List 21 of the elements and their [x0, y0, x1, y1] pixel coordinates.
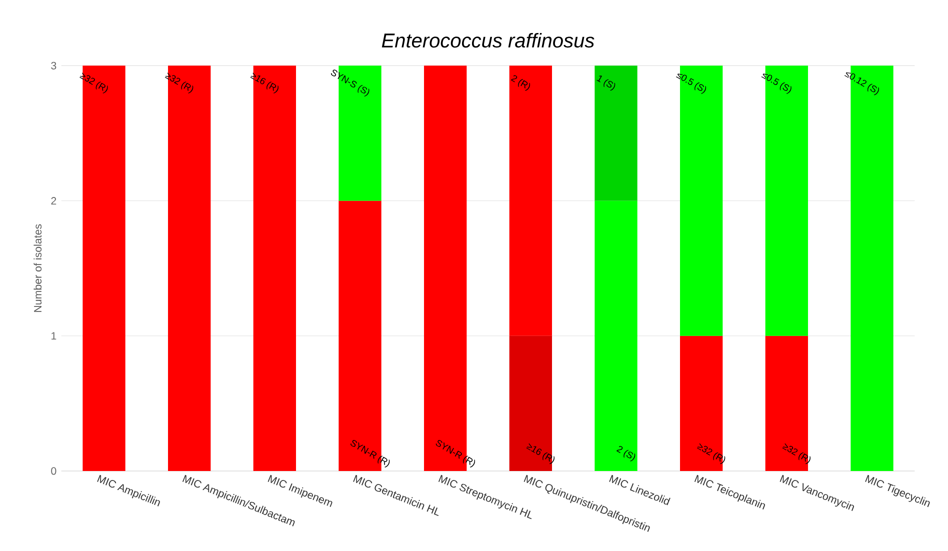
data-label: ≥32 (R) — [164, 72, 194, 94]
y-tick-label: 3 — [51, 62, 56, 70]
bar — [765, 336, 808, 471]
y-axis-title: Number of isolates — [34, 224, 42, 312]
data-label: 2 (R) — [510, 75, 530, 91]
data-label: ≥32 (R) — [696, 443, 726, 464]
data-label: ≥16 (R) — [526, 443, 554, 464]
chart-title: Enterococcus raffinosus — [382, 32, 594, 48]
data-label: ≤0.5 (S) — [676, 74, 706, 94]
data-label: ≥32 (R) — [782, 443, 810, 464]
bar — [509, 336, 552, 471]
y-tick-label: 1 — [52, 332, 56, 340]
data-label: ≥32 (R) — [80, 72, 108, 94]
data-label: ≤0.12 (S) — [844, 72, 879, 96]
bar — [594, 66, 638, 201]
data-label: ≥16 (R) — [250, 72, 278, 94]
y-tick-label: 2 — [51, 197, 56, 205]
data-label: 2 (S) — [616, 446, 636, 462]
data-label: 1 (S) — [596, 76, 616, 91]
y-tick-label: 0 — [51, 467, 56, 475]
data-label: ≤0.5 (S) — [761, 74, 792, 94]
